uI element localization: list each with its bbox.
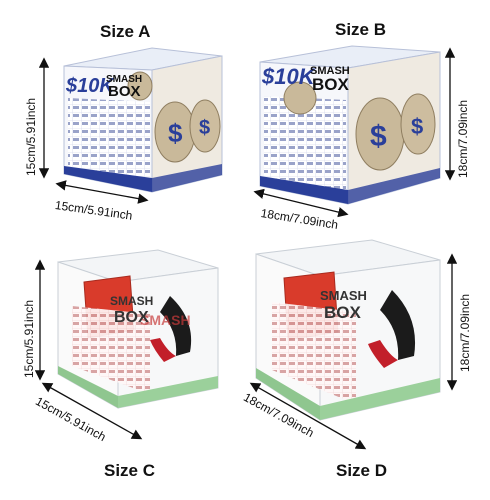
size-d-title: Size D: [336, 461, 388, 480]
size-a-box: $ $: [63, 47, 223, 193]
size-a-width-arrow: [55, 180, 149, 204]
size-d-brand-mid: SMASH: [320, 288, 367, 303]
size-b-title: Size B: [335, 20, 387, 39]
svg-text:$: $: [370, 120, 387, 153]
svg-text:$: $: [411, 114, 423, 139]
size-a-height-label: 15cm/5.91inch: [24, 97, 38, 176]
size-b-box: $ $: [259, 45, 441, 205]
size-d-brand-bottom: BOX: [324, 303, 362, 322]
size-a-brand-bottom: BOX: [108, 83, 141, 100]
size-c-box: SMASH: [57, 249, 219, 409]
size-c-width-arrow: [41, 382, 143, 440]
svg-text:$: $: [168, 118, 183, 148]
size-b-height-label: 18cm/7.09inch: [456, 99, 470, 178]
size-b-width-arrow: [253, 188, 349, 218]
size-a-title: Size A: [100, 22, 151, 41]
size-a-brand-top: $10K: [65, 75, 115, 97]
size-c-height-label: 15cm/5.91inch: [22, 299, 36, 378]
size-d-width-arrow: [249, 382, 367, 450]
size-c-title: Size C: [104, 461, 156, 480]
svg-text:SMASH: SMASH: [140, 312, 191, 328]
size-b-brand-top: $10K: [261, 64, 317, 89]
size-b-brand-mid: SMASH: [310, 65, 350, 77]
size-c-brand-bottom: BOX: [114, 309, 149, 326]
size-a-brand-mid: SMASH: [106, 74, 142, 85]
size-c-brand-mid: SMASH: [110, 294, 153, 308]
size-d-box: [255, 239, 441, 421]
size-b-brand-bottom: BOX: [312, 75, 350, 94]
svg-text:$: $: [199, 117, 210, 139]
size-d-height-label: 18cm/7.09inch: [458, 293, 472, 372]
